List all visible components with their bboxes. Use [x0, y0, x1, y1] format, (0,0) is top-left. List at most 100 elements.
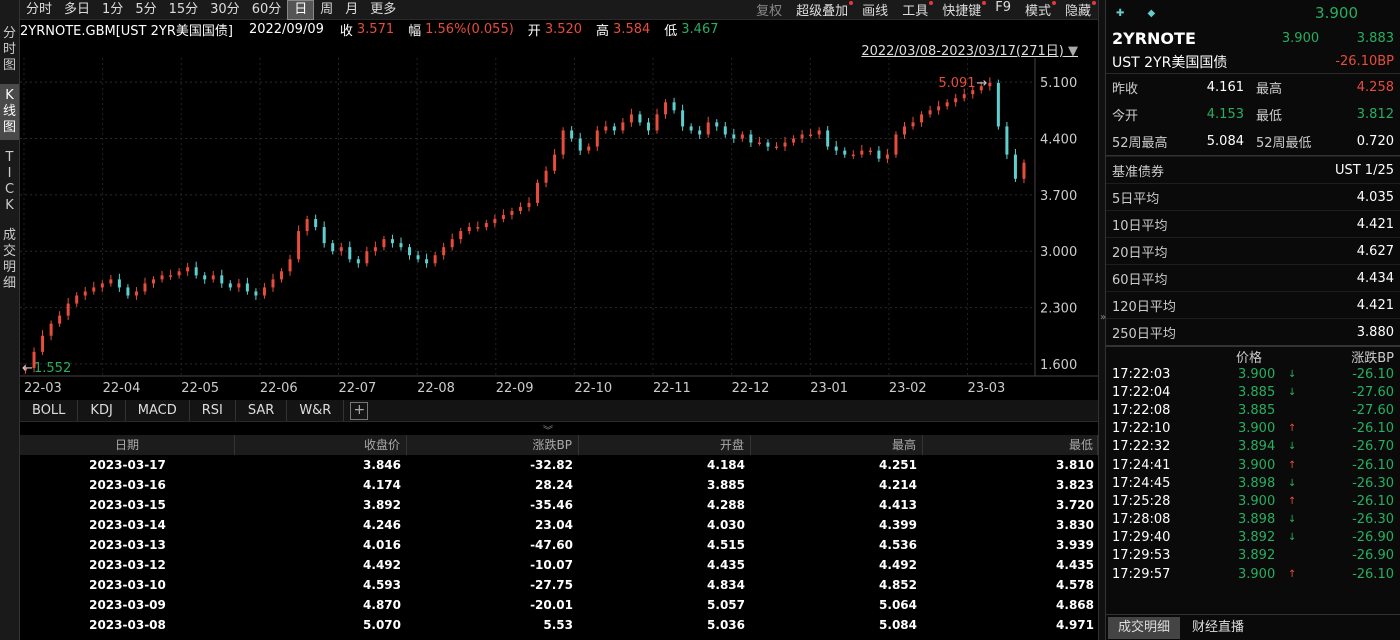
table-row[interactable]: 2023-03-10 4.593 -27.75 4.834 4.852 4.578 — [20, 575, 1098, 595]
candle-body — [996, 82, 1000, 127]
table-row[interactable]: 2023-03-15 3.892 -35.46 4.288 4.413 3.720 — [20, 495, 1098, 515]
table-cell: -32.82 — [530, 458, 573, 472]
high-value: 3.584 — [613, 21, 651, 37]
add-indicator-icon[interactable]: + — [350, 402, 369, 420]
table-cell: 4.174 — [363, 478, 401, 492]
candle-body — [322, 227, 326, 244]
period-tab-5[interactable]: 30分 — [210, 1, 240, 17]
indicator-tab-sar[interactable]: SAR — [236, 400, 288, 421]
tool-6[interactable]: 模式 — [1018, 0, 1058, 19]
candle-body — [186, 267, 190, 272]
table-cell: 4.593 — [363, 578, 401, 592]
indicator-tab-boll[interactable]: BOLL — [20, 400, 79, 421]
tool-5[interactable]: F9 — [995, 0, 1011, 15]
table-cell: 4.030 — [707, 518, 745, 532]
candle-body — [288, 259, 292, 272]
column-header-3[interactable]: 开盘 — [579, 435, 751, 455]
period-tab-7[interactable]: 日 — [287, 0, 315, 20]
period-tab-4[interactable]: 15分 — [168, 1, 199, 17]
tool-3[interactable]: 工具 — [895, 0, 935, 19]
view-mode-0[interactable]: 分时图 — [2, 26, 16, 73]
collapse-chevron-icon[interactable]: ︾ — [543, 426, 553, 437]
stat-value: 4.258 — [1356, 80, 1394, 95]
table-cell: 4.184 — [707, 458, 745, 472]
table-row[interactable]: 2023-03-08 5.070 5.53 5.036 5.084 4.971 — [20, 615, 1098, 635]
stat-label: 今开 — [1112, 109, 1139, 124]
period-tab-3[interactable]: 5分 — [135, 1, 157, 17]
candle-body — [408, 247, 412, 256]
chart-range-selector[interactable]: 2022/03/08-2023/03/17(271日) ▼ — [861, 40, 1078, 59]
quote-info-bar: 2YRNOTE.GBM[UST 2YR美国国债] 2022/09/09 收 3.… — [20, 20, 1098, 39]
table-cell: 23.04 — [535, 518, 573, 532]
open-label: 开 — [527, 23, 541, 39]
period-tab-2[interactable]: 1分 — [102, 1, 124, 17]
candle-body — [1022, 162, 1026, 179]
column-header-0[interactable]: 日期 — [20, 435, 235, 455]
table-row[interactable]: 2023-03-14 4.246 23.04 4.030 4.399 3.830 — [20, 515, 1098, 535]
column-header-5[interactable]: 最低 — [923, 435, 1098, 455]
column-header-2[interactable]: 涨跌BP — [407, 435, 579, 455]
period-tab-8[interactable]: 周 — [320, 1, 334, 17]
column-header-1[interactable]: 收盘价 — [235, 435, 407, 455]
trade-bp: -26.30 — [1352, 512, 1394, 528]
tool-0[interactable]: 复权 — [756, 4, 783, 19]
table-cell: -27.75 — [530, 578, 573, 592]
indicator-tab-kdj[interactable]: KDJ — [78, 400, 126, 421]
column-header-4[interactable]: 最高 — [751, 435, 923, 455]
down-arrow-icon: ↓ — [1288, 368, 1297, 380]
average-label: 120日平均 — [1112, 299, 1176, 315]
candle-body — [194, 267, 198, 276]
candle-body — [160, 275, 164, 280]
period-tab-0[interactable]: 分时 — [26, 1, 53, 17]
period-tab-10[interactable]: 更多 — [370, 1, 397, 17]
tool-2[interactable]: 画线 — [862, 4, 889, 19]
table-cell: 2023-03-09 — [89, 598, 166, 612]
candle-body — [262, 287, 266, 296]
table-cell: 2023-03-13 — [89, 538, 166, 552]
view-mode-3[interactable]: 成交明细 — [2, 228, 16, 291]
side-tab-1[interactable]: 财经直播 — [1192, 619, 1245, 635]
side-tab-0[interactable]: 成交明细 — [1108, 616, 1181, 639]
max-value-marker: 5.091 — [938, 76, 975, 91]
indicator-tab-w&r[interactable]: W&R — [287, 400, 345, 421]
panel-splitter[interactable]: » — [1098, 0, 1106, 640]
indicator-tab-rsi[interactable]: RSI — [190, 400, 236, 421]
indicator-tab-macd[interactable]: MACD — [126, 400, 190, 421]
table-row[interactable]: 2023-03-09 4.870 -20.01 5.057 5.064 4.868 — [20, 595, 1098, 615]
table-cell: 3.720 — [1056, 498, 1094, 512]
period-tab-9[interactable]: 月 — [345, 1, 359, 17]
table-cell: 3.892 — [363, 498, 401, 512]
candle-body — [604, 126, 608, 131]
average-label: 基准债券 — [1112, 164, 1165, 180]
tool-7[interactable]: 隐藏 — [1058, 0, 1098, 19]
kline-chart[interactable]: 5.100 4.400 3.700 3.000 2.300 1.600 22-03 22-04… — [20, 38, 1098, 400]
candle-body — [902, 126, 906, 135]
pin-bell-icon[interactable]: ✚ ◆ — [1116, 7, 1166, 19]
x-tick-label: 22-08 — [417, 381, 455, 396]
trade-row: 17:22:10 3.900 ↑ -26.10 — [1106, 420, 1400, 438]
x-tick-label: 22-11 — [653, 381, 691, 396]
table-row[interactable]: 2023-03-17 3.846 -32.82 4.184 4.251 3.810 — [20, 455, 1098, 475]
average-label: 20日平均 — [1112, 245, 1168, 261]
table-row[interactable]: 2023-03-13 4.016 -47.60 4.515 4.536 3.939 — [20, 535, 1098, 555]
symbol-label: 2YRNOTE.GBM[UST 2YR美国国债] — [20, 23, 233, 39]
period-tab-1[interactable]: 多日 — [64, 1, 91, 17]
candle-body — [459, 231, 463, 240]
expand-arrow-icon[interactable]: » — [1099, 312, 1107, 323]
tool-1[interactable]: 超级叠加 — [789, 0, 855, 19]
tool-4[interactable]: 快捷键 — [935, 0, 988, 19]
period-tab-6[interactable]: 60分 — [251, 1, 282, 17]
table-row[interactable]: 2023-03-16 4.174 28.24 3.885 4.214 3.823 — [20, 475, 1098, 495]
candle-body — [348, 247, 352, 260]
candle-body — [740, 134, 744, 139]
down-arrow-icon: ↓ — [1288, 441, 1297, 453]
side-panel-top: ✚ ◆ 3.900 — [1106, 0, 1400, 26]
candle-body — [843, 150, 847, 155]
table-row[interactable]: 2023-03-12 4.492 -10.07 4.435 4.492 4.435 — [20, 555, 1098, 575]
average-row: 120日平均 4.421 — [1106, 291, 1400, 318]
stat-value: 4.153 — [1206, 107, 1244, 122]
candle-body — [58, 315, 62, 324]
